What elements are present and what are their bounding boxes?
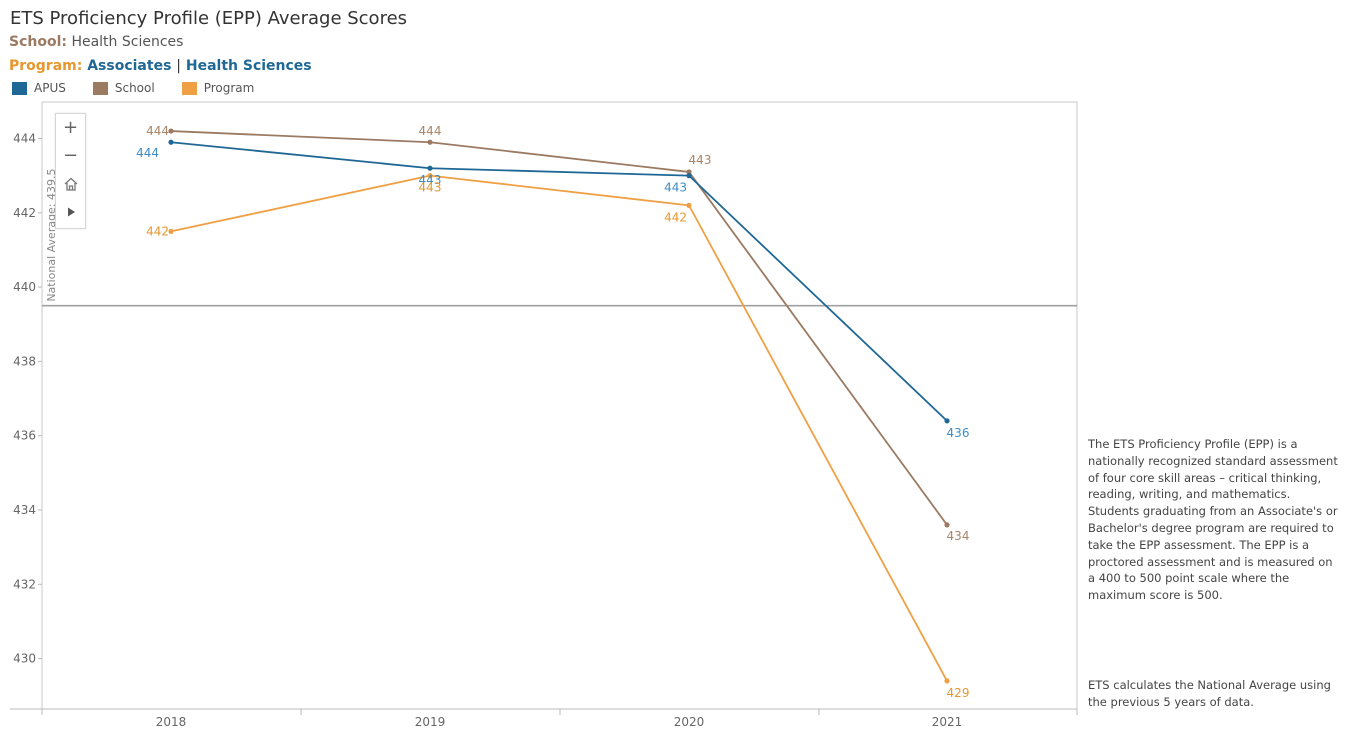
page-title: ETS Proficiency Profile (EPP) Average Sc… bbox=[10, 8, 408, 29]
zoom-out-button[interactable]: − bbox=[62, 145, 79, 166]
legend-swatch-apus bbox=[12, 81, 27, 95]
home-button[interactable] bbox=[56, 170, 85, 198]
data-point-school bbox=[427, 139, 433, 145]
data-point-apus bbox=[427, 165, 433, 171]
data-label-school: 443 bbox=[689, 153, 712, 167]
x-tick-label: 2018 bbox=[156, 715, 187, 728]
school-filter: School: Health Sciences bbox=[9, 34, 183, 50]
x-tick-label: 2021 bbox=[932, 715, 963, 728]
program-key-label: Program: bbox=[9, 58, 83, 74]
national-average-note: ETS calculates the National Average usin… bbox=[1088, 678, 1331, 709]
data-label-program: 443 bbox=[419, 181, 442, 195]
national-average-label: National Average: 439.5 bbox=[45, 168, 58, 301]
y-tick-label: 438 bbox=[13, 354, 36, 368]
home-icon bbox=[64, 177, 77, 191]
y-tick-label: 432 bbox=[13, 577, 36, 591]
legend-item-apus[interactable]: APUS bbox=[12, 81, 66, 95]
legend-label-program: Program bbox=[203, 81, 255, 95]
chart-legend: APUS School Program bbox=[12, 81, 281, 95]
data-label-apus: 443 bbox=[419, 173, 442, 187]
program-value-health-sciences[interactable]: Health Sciences bbox=[185, 58, 312, 74]
y-tick-label: 440 bbox=[13, 280, 36, 294]
play-icon bbox=[67, 207, 75, 217]
data-point-school bbox=[168, 128, 174, 134]
data-label-program: 429 bbox=[947, 686, 970, 700]
y-tick-label: 430 bbox=[13, 652, 36, 666]
play-button[interactable] bbox=[56, 198, 85, 226]
data-label-school: 444 bbox=[419, 124, 442, 138]
data-point-school bbox=[944, 522, 950, 528]
y-tick-label: 436 bbox=[13, 429, 36, 443]
data-label-program: 442 bbox=[146, 224, 169, 238]
school-value: Health Sciences bbox=[71, 34, 184, 50]
data-label-program: 442 bbox=[664, 210, 687, 224]
y-tick-label: 442 bbox=[13, 206, 36, 220]
program-separator: | bbox=[176, 58, 181, 74]
data-point-apus bbox=[944, 418, 950, 424]
data-label-school: 434 bbox=[947, 529, 970, 543]
series-line-program bbox=[170, 174, 948, 682]
program-value-associates[interactable]: Associates bbox=[87, 58, 172, 74]
y-tick-label: 444 bbox=[13, 132, 36, 146]
data-point-apus bbox=[686, 173, 692, 179]
data-point-apus bbox=[168, 139, 174, 145]
data-point-program bbox=[427, 173, 433, 179]
line-chart[interactable]: 430 432 434 436 438 440 442 444 2018 2019 2020 2021… bbox=[0, 98, 1090, 728]
legend-label-school: School bbox=[114, 81, 155, 95]
legend-swatch-program bbox=[181, 81, 197, 95]
x-tick-label: 2020 bbox=[674, 715, 705, 728]
program-filter: Program: Associates | Health Sciences bbox=[9, 58, 312, 74]
data-label-school: 444 bbox=[146, 124, 169, 138]
legend-swatch-school bbox=[92, 81, 108, 95]
school-key-label: School: bbox=[9, 34, 67, 50]
data-label-apus: 443 bbox=[664, 181, 687, 195]
epp-description: The ETS Proficiency Profile (EPP) is a n… bbox=[1088, 437, 1338, 603]
legend-item-school[interactable]: School bbox=[92, 81, 155, 95]
zoom-toolbar: + − bbox=[55, 113, 86, 229]
legend-label-apus: APUS bbox=[34, 81, 66, 95]
data-label-apus: 436 bbox=[947, 426, 970, 440]
plot-frame bbox=[41, 101, 1078, 710]
x-tick-label: 2019 bbox=[415, 715, 446, 728]
zoom-in-button[interactable]: + bbox=[62, 117, 79, 138]
y-tick-label: 434 bbox=[13, 503, 36, 517]
data-label-apus: 444 bbox=[136, 146, 159, 160]
series-line-school bbox=[170, 130, 948, 526]
data-point-program bbox=[944, 678, 950, 684]
series-line-apus bbox=[170, 141, 948, 422]
data-point-program bbox=[168, 228, 174, 234]
data-point-school bbox=[686, 169, 692, 175]
legend-item-program[interactable]: Program bbox=[181, 81, 255, 95]
data-point-program bbox=[686, 202, 692, 208]
